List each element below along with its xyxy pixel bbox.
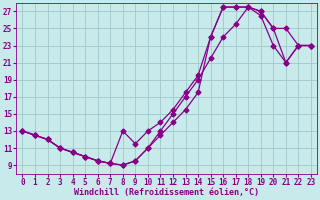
X-axis label: Windchill (Refroidissement éolien,°C): Windchill (Refroidissement éolien,°C) bbox=[74, 188, 259, 197]
